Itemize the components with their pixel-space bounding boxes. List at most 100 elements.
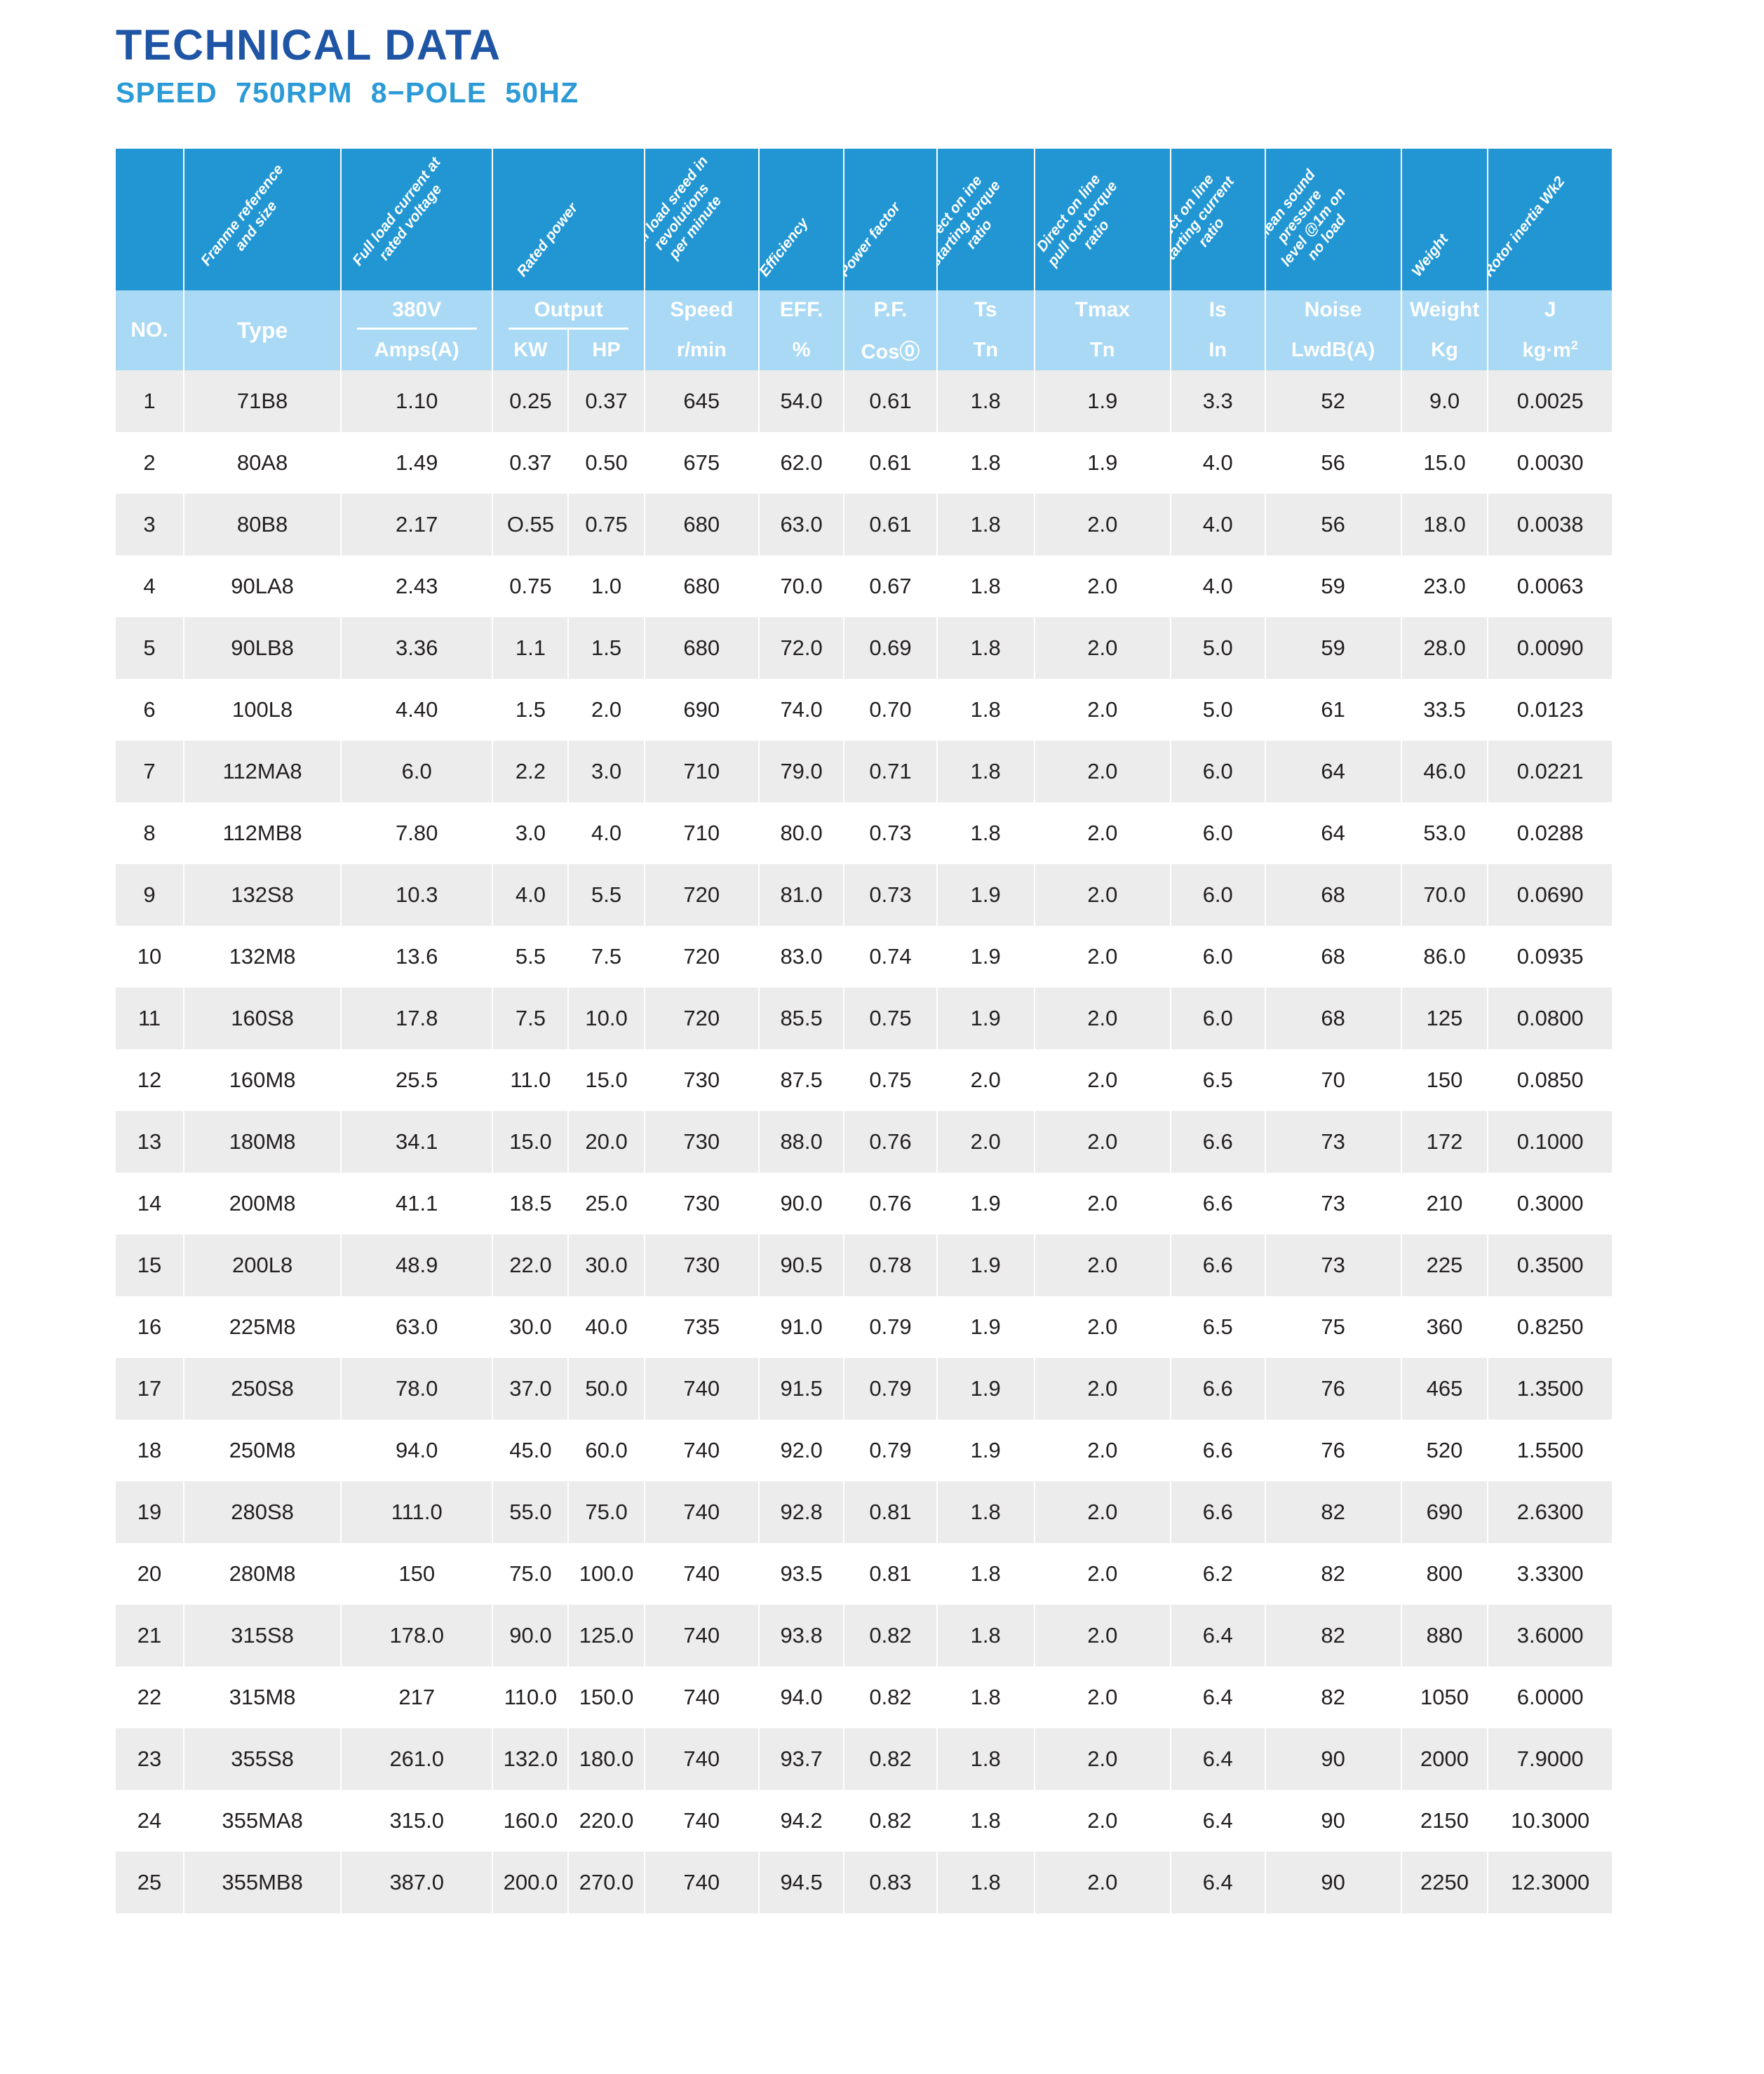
row-noise: 52 bbox=[1265, 370, 1402, 432]
diag-header-weight: Weight bbox=[1401, 149, 1489, 290]
col-header-tmax: Tmax bbox=[1034, 290, 1171, 330]
row-no: 23 bbox=[116, 1728, 185, 1790]
row-weight: 33.5 bbox=[1401, 679, 1489, 741]
row-pf: 0.79 bbox=[844, 1420, 938, 1481]
row-weight: 172 bbox=[1401, 1111, 1489, 1173]
row-eff: 63.0 bbox=[758, 494, 845, 555]
table-row: 19 280S8 111.0 55.0 75.0 740 92.8 0.81 1.8 2.0 6.6… bbox=[116, 1481, 1612, 1543]
row-is: 6.6 bbox=[1170, 1358, 1266, 1420]
row-tmax: 2.0 bbox=[1034, 1234, 1171, 1296]
row-noise: 90 bbox=[1265, 1728, 1402, 1790]
row-hp: 0.50 bbox=[568, 432, 645, 494]
row-weight: 46.0 bbox=[1401, 741, 1489, 802]
row-type: 355S8 bbox=[184, 1728, 342, 1790]
title-block: TECHNICAL DATA SPEED 750RPM 8−POLE 50HZ bbox=[116, 24, 597, 107]
subtitle-pole-value: 8−POLE bbox=[370, 76, 487, 109]
row-tmax: 2.0 bbox=[1034, 802, 1171, 864]
row-type: 280M8 bbox=[184, 1543, 342, 1605]
table-row: 7 112MA8 6.0 2.2 3.0 710 79.0 0.71 1.8 2.0 6.0 64 46… bbox=[116, 741, 1612, 802]
unit-header-lwdb: LwdB(A) bbox=[1265, 330, 1402, 370]
row-j: 0.0850 bbox=[1488, 1049, 1612, 1111]
row-ts: 1.8 bbox=[936, 1852, 1035, 1913]
row-eff: 93.7 bbox=[758, 1728, 845, 1790]
row-kw: 15.0 bbox=[492, 1111, 570, 1173]
row-is: 6.0 bbox=[1170, 802, 1266, 864]
row-type: 355MB8 bbox=[184, 1852, 342, 1913]
row-ts: 1.8 bbox=[936, 370, 1035, 432]
row-hp: 3.0 bbox=[568, 741, 645, 802]
col-header-j: J bbox=[1488, 290, 1612, 330]
row-type: 160S8 bbox=[184, 988, 342, 1049]
row-ts: 1.8 bbox=[936, 555, 1035, 617]
row-speed: 720 bbox=[644, 864, 760, 926]
row-eff: 94.5 bbox=[758, 1852, 845, 1913]
row-no: 24 bbox=[116, 1790, 185, 1852]
row-weight: 18.0 bbox=[1401, 494, 1489, 555]
row-noise: 59 bbox=[1265, 617, 1402, 679]
row-ts: 1.9 bbox=[936, 1234, 1035, 1296]
row-j: 1.3500 bbox=[1488, 1358, 1612, 1420]
row-no: 3 bbox=[116, 494, 185, 555]
row-speed: 710 bbox=[644, 741, 760, 802]
diag-label-full-load-current: Full load current at rated voltage bbox=[349, 154, 445, 269]
row-noise: 76 bbox=[1265, 1358, 1402, 1420]
row-hp: 7.5 bbox=[568, 926, 645, 988]
row-amps: 178.0 bbox=[341, 1605, 494, 1666]
row-kw: 75.0 bbox=[492, 1543, 570, 1605]
row-j: 1.5500 bbox=[1488, 1420, 1612, 1481]
table-row: 4 90LA8 2.43 0.75 1.0 680 70.0 0.67 1.8 2.0 4.0 59 2… bbox=[116, 555, 1612, 617]
row-weight: 15.0 bbox=[1401, 432, 1489, 494]
row-kw: 45.0 bbox=[492, 1420, 570, 1481]
row-kw: 110.0 bbox=[492, 1666, 570, 1728]
row-is: 6.0 bbox=[1170, 741, 1266, 802]
row-is: 4.0 bbox=[1170, 432, 1266, 494]
row-hp: 1.0 bbox=[568, 555, 645, 617]
row-weight: 2000 bbox=[1401, 1728, 1489, 1790]
row-is: 6.4 bbox=[1170, 1728, 1266, 1790]
row-type: 225M8 bbox=[184, 1296, 342, 1358]
row-no: 16 bbox=[116, 1296, 185, 1358]
row-is: 6.5 bbox=[1170, 1049, 1266, 1111]
row-is: 4.0 bbox=[1170, 555, 1266, 617]
row-is: 3.3 bbox=[1170, 370, 1266, 432]
row-type: 160M8 bbox=[184, 1049, 342, 1111]
row-ts: 1.8 bbox=[936, 1481, 1035, 1543]
row-tmax: 2.0 bbox=[1034, 926, 1171, 988]
row-j: 10.3000 bbox=[1488, 1790, 1612, 1852]
row-ts: 1.9 bbox=[936, 1358, 1035, 1420]
row-kw: 55.0 bbox=[492, 1481, 570, 1543]
row-amps: 2.17 bbox=[341, 494, 494, 555]
col-header-voltage: 380V bbox=[341, 290, 494, 330]
table-row: 12 160M8 25.5 11.0 15.0 730 87.5 0.75 2.0 2.0 6.5 7… bbox=[116, 1049, 1612, 1111]
table-row: 6 100L8 4.40 1.5 2.0 690 74.0 0.70 1.8 2.0 5.0 61 33… bbox=[116, 679, 1612, 741]
row-noise: 75 bbox=[1265, 1296, 1402, 1358]
row-hp: 10.0 bbox=[568, 988, 645, 1049]
row-hp: 1.5 bbox=[568, 617, 645, 679]
table-row: 20 280M8 150 75.0 100.0 740 93.5 0.81 1.8 2.0 6.2 8… bbox=[116, 1543, 1612, 1605]
row-ts: 1.9 bbox=[936, 1420, 1035, 1481]
row-eff: 81.0 bbox=[758, 864, 845, 926]
col-header-ts: Ts bbox=[936, 290, 1035, 330]
row-kw: 22.0 bbox=[492, 1234, 570, 1296]
row-eff: 87.5 bbox=[758, 1049, 845, 1111]
row-amps: 48.9 bbox=[341, 1234, 494, 1296]
row-weight: 125 bbox=[1401, 988, 1489, 1049]
row-tmax: 2.0 bbox=[1034, 1173, 1171, 1234]
row-j: 0.1000 bbox=[1488, 1111, 1612, 1173]
row-weight: 2250 bbox=[1401, 1852, 1489, 1913]
row-ts: 1.8 bbox=[936, 1790, 1035, 1852]
col-header-speed: Speed bbox=[644, 290, 760, 330]
row-type: 250M8 bbox=[184, 1420, 342, 1481]
row-noise: 90 bbox=[1265, 1852, 1402, 1913]
row-kw: 2.2 bbox=[492, 741, 570, 802]
row-tmax: 2.0 bbox=[1034, 1666, 1171, 1728]
row-type: 355MA8 bbox=[184, 1790, 342, 1852]
row-eff: 83.0 bbox=[758, 926, 845, 988]
row-weight: 2150 bbox=[1401, 1790, 1489, 1852]
row-speed: 720 bbox=[644, 988, 760, 1049]
row-no: 18 bbox=[116, 1420, 185, 1481]
row-tmax: 2.0 bbox=[1034, 555, 1171, 617]
row-j: 6.0000 bbox=[1488, 1666, 1612, 1728]
row-pf: 0.83 bbox=[844, 1852, 938, 1913]
row-is: 6.6 bbox=[1170, 1481, 1266, 1543]
